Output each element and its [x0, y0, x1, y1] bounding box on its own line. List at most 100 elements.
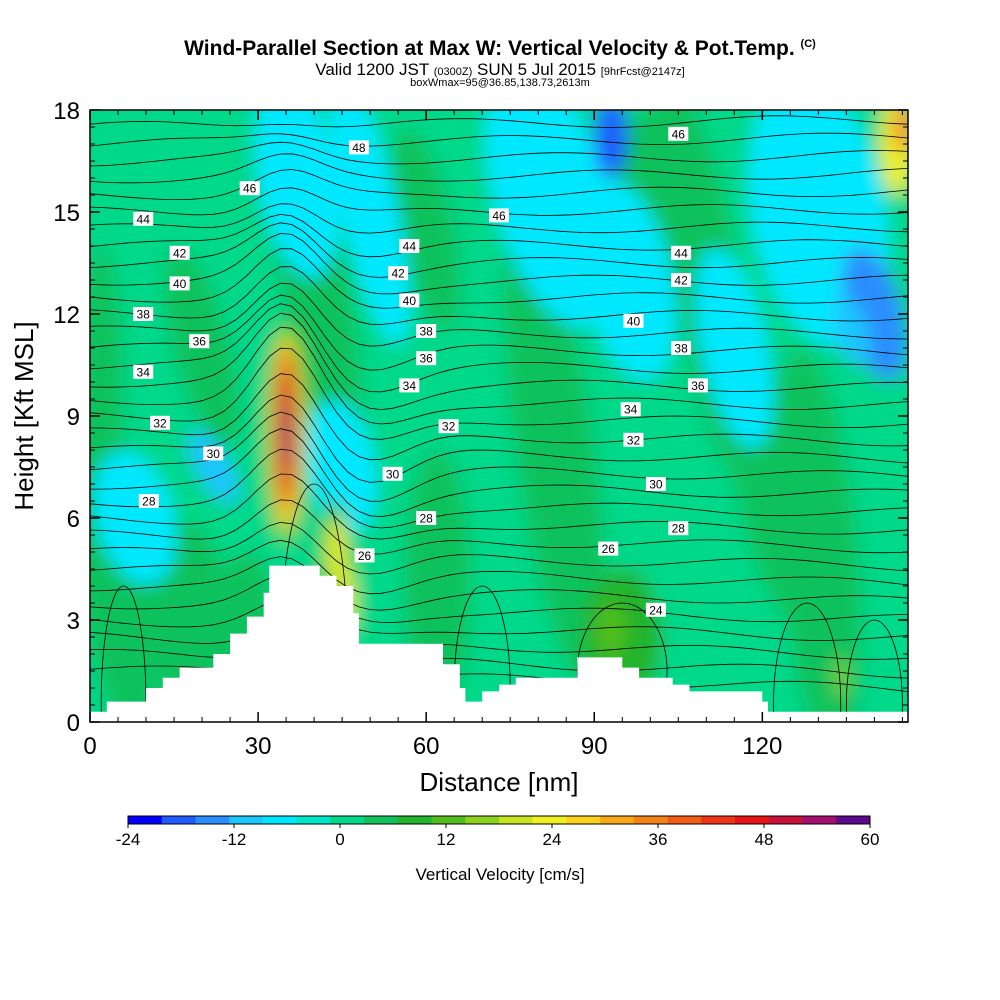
colorbar-swatch — [195, 816, 230, 824]
x-tick-label: 120 — [742, 733, 782, 760]
isentrope-label-text: 40 — [627, 314, 641, 328]
isentrope-label-text: 28 — [419, 512, 433, 526]
colorbar-swatch — [296, 816, 331, 824]
isentrope-label: 28 — [416, 511, 437, 526]
colorbar-frame — [127, 815, 871, 825]
terrain-profile — [90, 565, 908, 722]
colorbar-swatch — [633, 816, 669, 824]
isentrope-label: 32 — [150, 415, 171, 430]
isentrope-label-text: 24 — [649, 603, 663, 617]
valid-prefix: Valid 1200 JST — [315, 60, 429, 79]
isentrope-label-text: 34 — [403, 379, 417, 393]
isentrope-label-text: 42 — [173, 246, 187, 260]
isentrope-label-text: 32 — [153, 416, 167, 430]
isentrope-label-text: 46 — [672, 127, 686, 141]
colorbar-tick-label: 36 — [649, 830, 668, 849]
colorbar-swatch — [499, 816, 534, 824]
isentrope-label-text: 32 — [442, 420, 456, 434]
isentrope-label-text: 40 — [173, 277, 187, 291]
colorbar-swatch — [330, 816, 365, 824]
isentrope-label-text: 36 — [193, 335, 207, 349]
colorbar-swatch — [465, 816, 500, 824]
isentrope-label: 44 — [399, 239, 420, 254]
valid-time-line: Valid 1200 JST (0300Z) SUN 5 Jul 2015 [9… — [0, 61, 1000, 81]
colorbar-swatch — [667, 816, 702, 824]
colorbar-swatch — [566, 816, 601, 824]
colorbar-swatch — [836, 816, 871, 824]
isentrope-label-text: 36 — [419, 352, 433, 366]
isentrope-label: 36 — [416, 351, 437, 366]
isentrope-label: 46 — [239, 181, 260, 196]
x-axis-label: Distance [nm] — [420, 767, 579, 797]
colorbar-swatch — [532, 816, 567, 824]
isentrope-label: 28 — [138, 494, 159, 509]
colorbar-swatch — [701, 816, 736, 824]
x-tick-label: 90 — [581, 733, 608, 760]
valid-date: SUN 5 Jul 2015 — [476, 60, 597, 79]
colorbar-label: Vertical Velocity [cm/s] — [415, 865, 584, 884]
isentrope-label: 36 — [189, 334, 210, 349]
isentrope-label: 42 — [671, 273, 692, 288]
isentrope-label: 26 — [354, 548, 375, 563]
x-tick-label: 0 — [83, 733, 96, 760]
isentrope-label: 42 — [169, 245, 190, 260]
colorbar-swatch — [364, 816, 399, 824]
isentrope-label: 48 — [348, 140, 369, 155]
y-tick-label: 0 — [67, 710, 80, 737]
y-tick-label: 6 — [67, 506, 80, 533]
isentrope-label: 36 — [687, 378, 708, 393]
valid-utc: (0300Z) — [433, 66, 473, 78]
colorbar-swatch — [431, 816, 466, 824]
isentrope-label: 40 — [399, 293, 420, 308]
isentrope-label-text: 40 — [403, 294, 417, 308]
chart-title: Wind-Parallel Section at Max W: Vertical… — [184, 37, 816, 60]
isentrope-label: 34 — [399, 378, 420, 393]
isentrope-label: 44 — [133, 211, 154, 226]
isentrope-label: 38 — [671, 341, 692, 356]
isentrope-label: 40 — [623, 313, 644, 328]
x-tick-label: 30 — [245, 733, 272, 760]
copyright-mark: (C) — [800, 38, 816, 50]
isentrope-label-text: 46 — [492, 209, 506, 223]
isentrope-label-text: 28 — [672, 522, 686, 536]
isentrope-label-text: 32 — [627, 433, 641, 447]
y-tick-label: 3 — [67, 608, 80, 635]
isentrope-label-text: 28 — [142, 495, 156, 509]
isentrope-label-text: 48 — [352, 141, 366, 155]
colorbar-tick-label: -12 — [222, 830, 247, 849]
x-tick-label: 60 — [413, 733, 440, 760]
isentrope-label: 46 — [668, 126, 689, 141]
isentrope-label-text: 42 — [674, 274, 688, 288]
colorbar-swatch — [229, 816, 264, 824]
colorbar-swatch — [128, 816, 163, 824]
isentrope-label: 40 — [169, 276, 190, 291]
isentrope-label: 30 — [645, 477, 666, 492]
isentrope-label: 38 — [416, 324, 437, 339]
isentrope-label-text: 44 — [403, 240, 417, 254]
isentrope-label-text: 34 — [624, 403, 638, 417]
y-tick-label: 9 — [67, 404, 80, 431]
isentrope-label-text: 38 — [674, 342, 688, 356]
isentrope-label-text: 38 — [137, 308, 151, 322]
colorbar-swatch — [735, 816, 770, 824]
colorbar-tick-label: 12 — [437, 830, 456, 849]
colorbar-tick-label: 0 — [335, 830, 344, 849]
colorbar-tick-label: -24 — [116, 830, 141, 849]
colorbar-tick-label: 24 — [543, 830, 562, 849]
isentrope-label: 30 — [382, 466, 403, 481]
colorbar-tick-label: 48 — [755, 830, 774, 849]
colorbar-swatch — [161, 816, 196, 824]
isentrope-label: 30 — [203, 446, 224, 461]
isentrope-label: 28 — [668, 521, 689, 536]
isentrope-label-text: 36 — [691, 379, 705, 393]
forecast-info: [9hrFcst@2147z] — [600, 66, 685, 78]
isentrope-label-text: 34 — [137, 365, 151, 379]
isentrope-label: 24 — [645, 602, 666, 617]
isentrope-label: 38 — [133, 307, 154, 322]
colorbar-swatch — [262, 816, 298, 824]
isentrope-label-text: 30 — [386, 467, 400, 481]
y-axis-label: Height [Kft MSL] — [9, 321, 39, 510]
isentrope-label: 34 — [133, 364, 154, 379]
